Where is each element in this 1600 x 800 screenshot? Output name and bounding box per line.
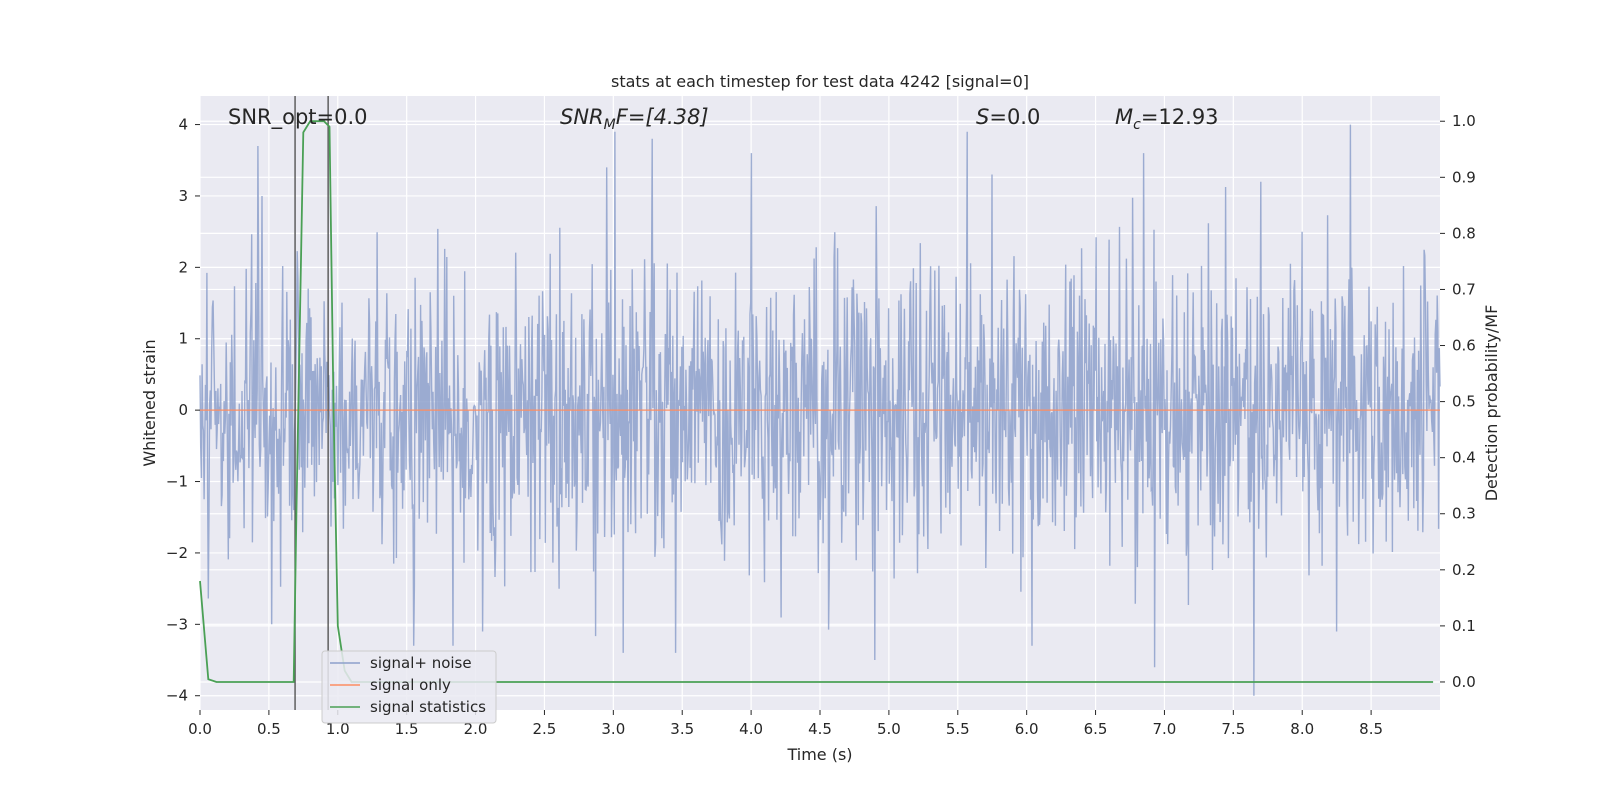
annotation-mc: Mc=12.93 xyxy=(1115,105,1219,133)
x-tick-label: 3.5 xyxy=(670,720,694,738)
y-right-tick-label: 0.9 xyxy=(1452,168,1476,186)
y-right-tick-label: 0.7 xyxy=(1452,280,1476,298)
x-tick-label: 5.5 xyxy=(946,720,970,738)
y-tick-label: 1 xyxy=(178,330,188,348)
x-tick-label: 8.5 xyxy=(1359,720,1383,738)
x-tick-label: 4.5 xyxy=(808,720,832,738)
x-tick-label: 2.0 xyxy=(464,720,488,738)
x-axis-label: Time (s) xyxy=(786,745,852,764)
x-tick-label: 0.0 xyxy=(188,720,212,738)
x-tick-label: 6.5 xyxy=(1084,720,1108,738)
x-tick-label: 7.5 xyxy=(1221,720,1245,738)
y-tick-label: −2 xyxy=(166,544,188,562)
x-tick-label: 4.0 xyxy=(739,720,763,738)
legend: signal+ noise signal only signal statist… xyxy=(321,650,497,724)
x-tick-label: 3.0 xyxy=(601,720,625,738)
y-tick-label: −1 xyxy=(166,473,188,491)
annotation-snr-opt: SNR_opt=0.0 xyxy=(228,105,368,130)
x-tick-label: 6.0 xyxy=(1015,720,1039,738)
x-tick-label: 1.5 xyxy=(395,720,419,738)
y-right-tick-label: 0.1 xyxy=(1452,617,1476,635)
series-signal-statistics xyxy=(199,120,1434,683)
y-axis-label: Whitened strain xyxy=(140,339,159,466)
x-tick-label: 8.0 xyxy=(1290,720,1314,738)
x-tick-label: 0.5 xyxy=(257,720,281,738)
y-tick-label: −3 xyxy=(166,615,188,633)
legend-box xyxy=(321,650,497,724)
annotation-snr-mf: SNRMF=[4.38] xyxy=(560,105,709,133)
x-tick-label: 2.5 xyxy=(533,720,557,738)
y-tick-label: 4 xyxy=(178,116,188,134)
y-right-tick-label: 0.3 xyxy=(1452,505,1476,523)
y-right-tick-label: 0.6 xyxy=(1452,337,1476,355)
y-right-tick-label: 1.0 xyxy=(1452,112,1476,130)
y-right-tick-label: 0.2 xyxy=(1452,561,1476,579)
x-tick-label: 5.0 xyxy=(877,720,901,738)
y-tick-label: −4 xyxy=(166,687,188,705)
y-tick-label: 0 xyxy=(178,401,188,419)
y-right-axis-label: Detection probability/MF xyxy=(1482,305,1501,502)
signal-noise-line xyxy=(199,124,1441,696)
legend-label-signal-noise: signal+ noise xyxy=(370,654,472,672)
y-right-tick-label: 0.8 xyxy=(1452,224,1476,242)
y-right-tick-label: 0.0 xyxy=(1452,673,1476,691)
legend-label-signal-only: signal only xyxy=(370,676,451,694)
legend-label-signal-statistics: signal statistics xyxy=(370,698,486,716)
axes: 0.0 0.5 1.0 1.5 2.0 2.5 3.0 3.5 4.0 4.5 5.0 5.5 6.0 6… xyxy=(166,112,1476,738)
annotation-s: S=0.0 xyxy=(976,105,1040,129)
y-right-tick-label: 0.4 xyxy=(1452,449,1476,467)
x-tick-label: 7.0 xyxy=(1153,720,1177,738)
x-tick-label: 1.0 xyxy=(326,720,350,738)
series-signal-noise xyxy=(199,124,1441,696)
y-right-tick-label: 0.5 xyxy=(1452,393,1476,411)
y-tick-label: 3 xyxy=(178,187,188,205)
signal-statistics-line xyxy=(199,120,1434,683)
chart-title: stats at each timestep for test data 424… xyxy=(611,72,1029,91)
y-tick-label: 2 xyxy=(178,258,188,276)
